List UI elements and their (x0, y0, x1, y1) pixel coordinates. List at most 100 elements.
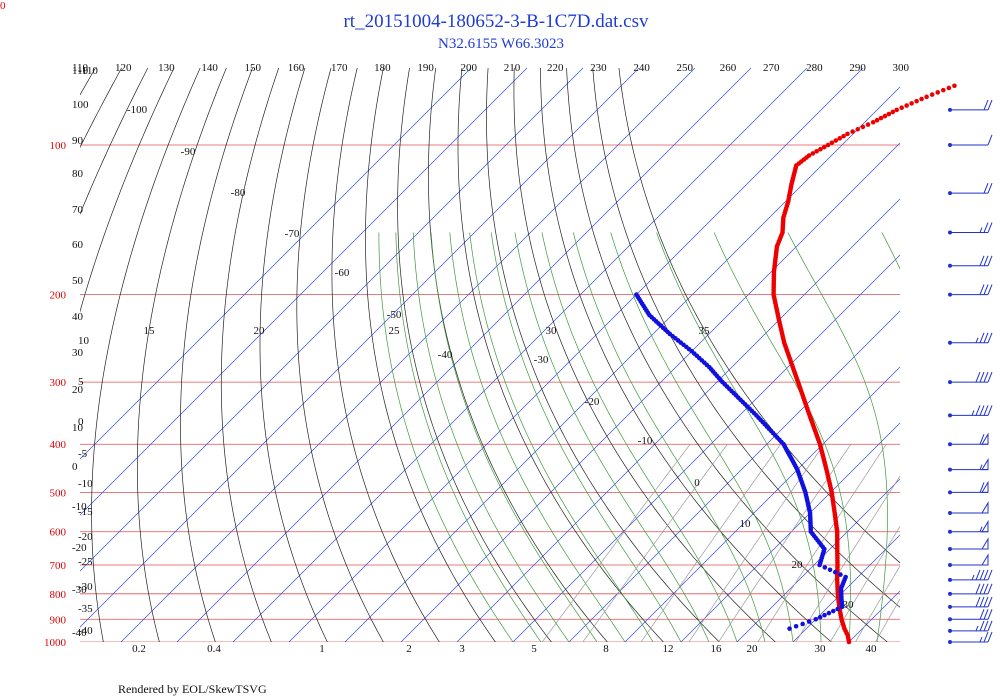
isotherm-label: -60 (335, 267, 350, 279)
isotherm-line (120, 68, 696, 642)
dewpoint-point (831, 608, 836, 614)
left-scale-label: -10 (72, 501, 87, 513)
dewpoint-point (826, 610, 832, 616)
mixing-ratio-label: 12 (663, 643, 674, 655)
temperature-point (829, 140, 835, 146)
left-scale-label: -40 (72, 627, 87, 639)
left-scale-label: 0 (72, 461, 78, 473)
top-scale-label: 220 (547, 62, 564, 74)
isotherm-label: 20 (792, 559, 804, 571)
moist-adiabat-line (395, 232, 542, 642)
temperature-point (855, 126, 861, 132)
moist-adiabat-line (514, 232, 710, 642)
isotherm-label: -10 (638, 435, 653, 447)
left-scale-label: 90 (72, 135, 84, 147)
left-scale-label: 20 (72, 384, 84, 396)
moist-adiabat-label: 15 (144, 325, 156, 337)
temperature-point (870, 119, 876, 125)
isotherm-line (80, 68, 472, 460)
isotherm-line (80, 68, 528, 516)
top-scale-label: 170 (331, 62, 348, 74)
temperature-point (946, 85, 952, 91)
moist-adiabat-line (787, 232, 888, 642)
isotherm-line (624, 366, 900, 642)
top-scale-label: 280 (806, 62, 823, 74)
wind-barb (948, 553, 989, 568)
mixing-ratio-line (757, 444, 887, 642)
mixing-ratio-label: 16 (711, 643, 723, 655)
temperature-point (899, 105, 904, 111)
top-scale-label: 180 (374, 62, 391, 74)
top-scale-label: 250 (677, 62, 694, 74)
temperature-point (935, 90, 941, 95)
top-scale-label: 260 (720, 62, 737, 74)
pressure-label: 300 (50, 377, 67, 389)
wind-barb (948, 432, 989, 447)
isotherm-label: 10 (740, 518, 752, 530)
wind-barb (948, 457, 989, 472)
dewpoint-point (813, 616, 819, 622)
dry-adiabat-line (428, 68, 608, 642)
temperature-point (850, 129, 855, 134)
moist-adiabat-label: 5 (78, 376, 84, 388)
temperature-point (886, 111, 892, 117)
left-scale-label: 60 (72, 239, 84, 251)
top-scale-label: 230 (590, 62, 607, 74)
temperature-point (952, 83, 957, 89)
temperature-point (806, 153, 812, 158)
isotherm-line (344, 86, 900, 642)
top-scale-label: 150 (245, 62, 262, 74)
corner-label: 0 (0, 0, 6, 12)
temperature-point (860, 124, 866, 130)
dewpoint-point (800, 621, 805, 627)
temperature-point (841, 133, 846, 139)
mixing-ratio-line (855, 565, 900, 642)
wind-barb (948, 501, 989, 515)
mixing-ratio-line (582, 444, 728, 642)
temperature-point (845, 131, 850, 137)
grid-lines (0, 68, 995, 642)
moist-adiabat-label: -25 (78, 556, 93, 568)
wind-barb (948, 371, 993, 385)
dry-adiabat-line (0, 68, 69, 642)
temperature-point (890, 109, 896, 115)
moist-adiabat-label: -35 (78, 603, 93, 615)
isotherm-line (176, 68, 752, 642)
wind-barb (948, 134, 993, 147)
top-scale-label: 290 (849, 62, 866, 74)
isotherm-line (680, 422, 900, 642)
isotherm-label: 30 (843, 599, 855, 611)
isotherm-label: -50 (387, 309, 402, 321)
left-scale-label: 10 (72, 422, 84, 434)
dry-adiabat-line (91, 68, 201, 642)
dry-adiabat-line (331, 68, 440, 642)
moist-adiabat-line (933, 233, 995, 642)
dry-adiabat-line (0, 68, 43, 642)
isotherm-line (512, 254, 900, 642)
chart-title: rt_20151004-180652-3-B-1C7D.dat.csv (343, 11, 649, 32)
dry-adiabat-line (220, 68, 280, 642)
dewpoint-point (838, 572, 843, 577)
temperature-point (894, 107, 899, 113)
mixing-ratio-line (718, 444, 852, 642)
pressure-label: 600 (50, 527, 67, 539)
top-scale-label: 190 (417, 62, 434, 74)
mixing-ratio-label: 8 (603, 643, 609, 655)
temperature-point (924, 94, 929, 100)
moist-adiabat-label: -40 (78, 625, 93, 637)
isotherm-line (456, 198, 900, 642)
wind-barb (948, 480, 989, 495)
dry-adiabat-line (592, 68, 900, 608)
dry-adiabat-line (365, 68, 496, 642)
pressure-label: 500 (50, 487, 67, 499)
pressure-label: 800 (50, 589, 67, 601)
wind-barb (948, 569, 993, 582)
isotherm-label: 0 (694, 477, 700, 489)
wind-barb (948, 222, 993, 235)
dry-adiabat-line (259, 68, 328, 642)
isotherm-line (80, 68, 584, 572)
dewpoint-series (634, 292, 848, 631)
top-scale-label: 110 (72, 62, 89, 74)
